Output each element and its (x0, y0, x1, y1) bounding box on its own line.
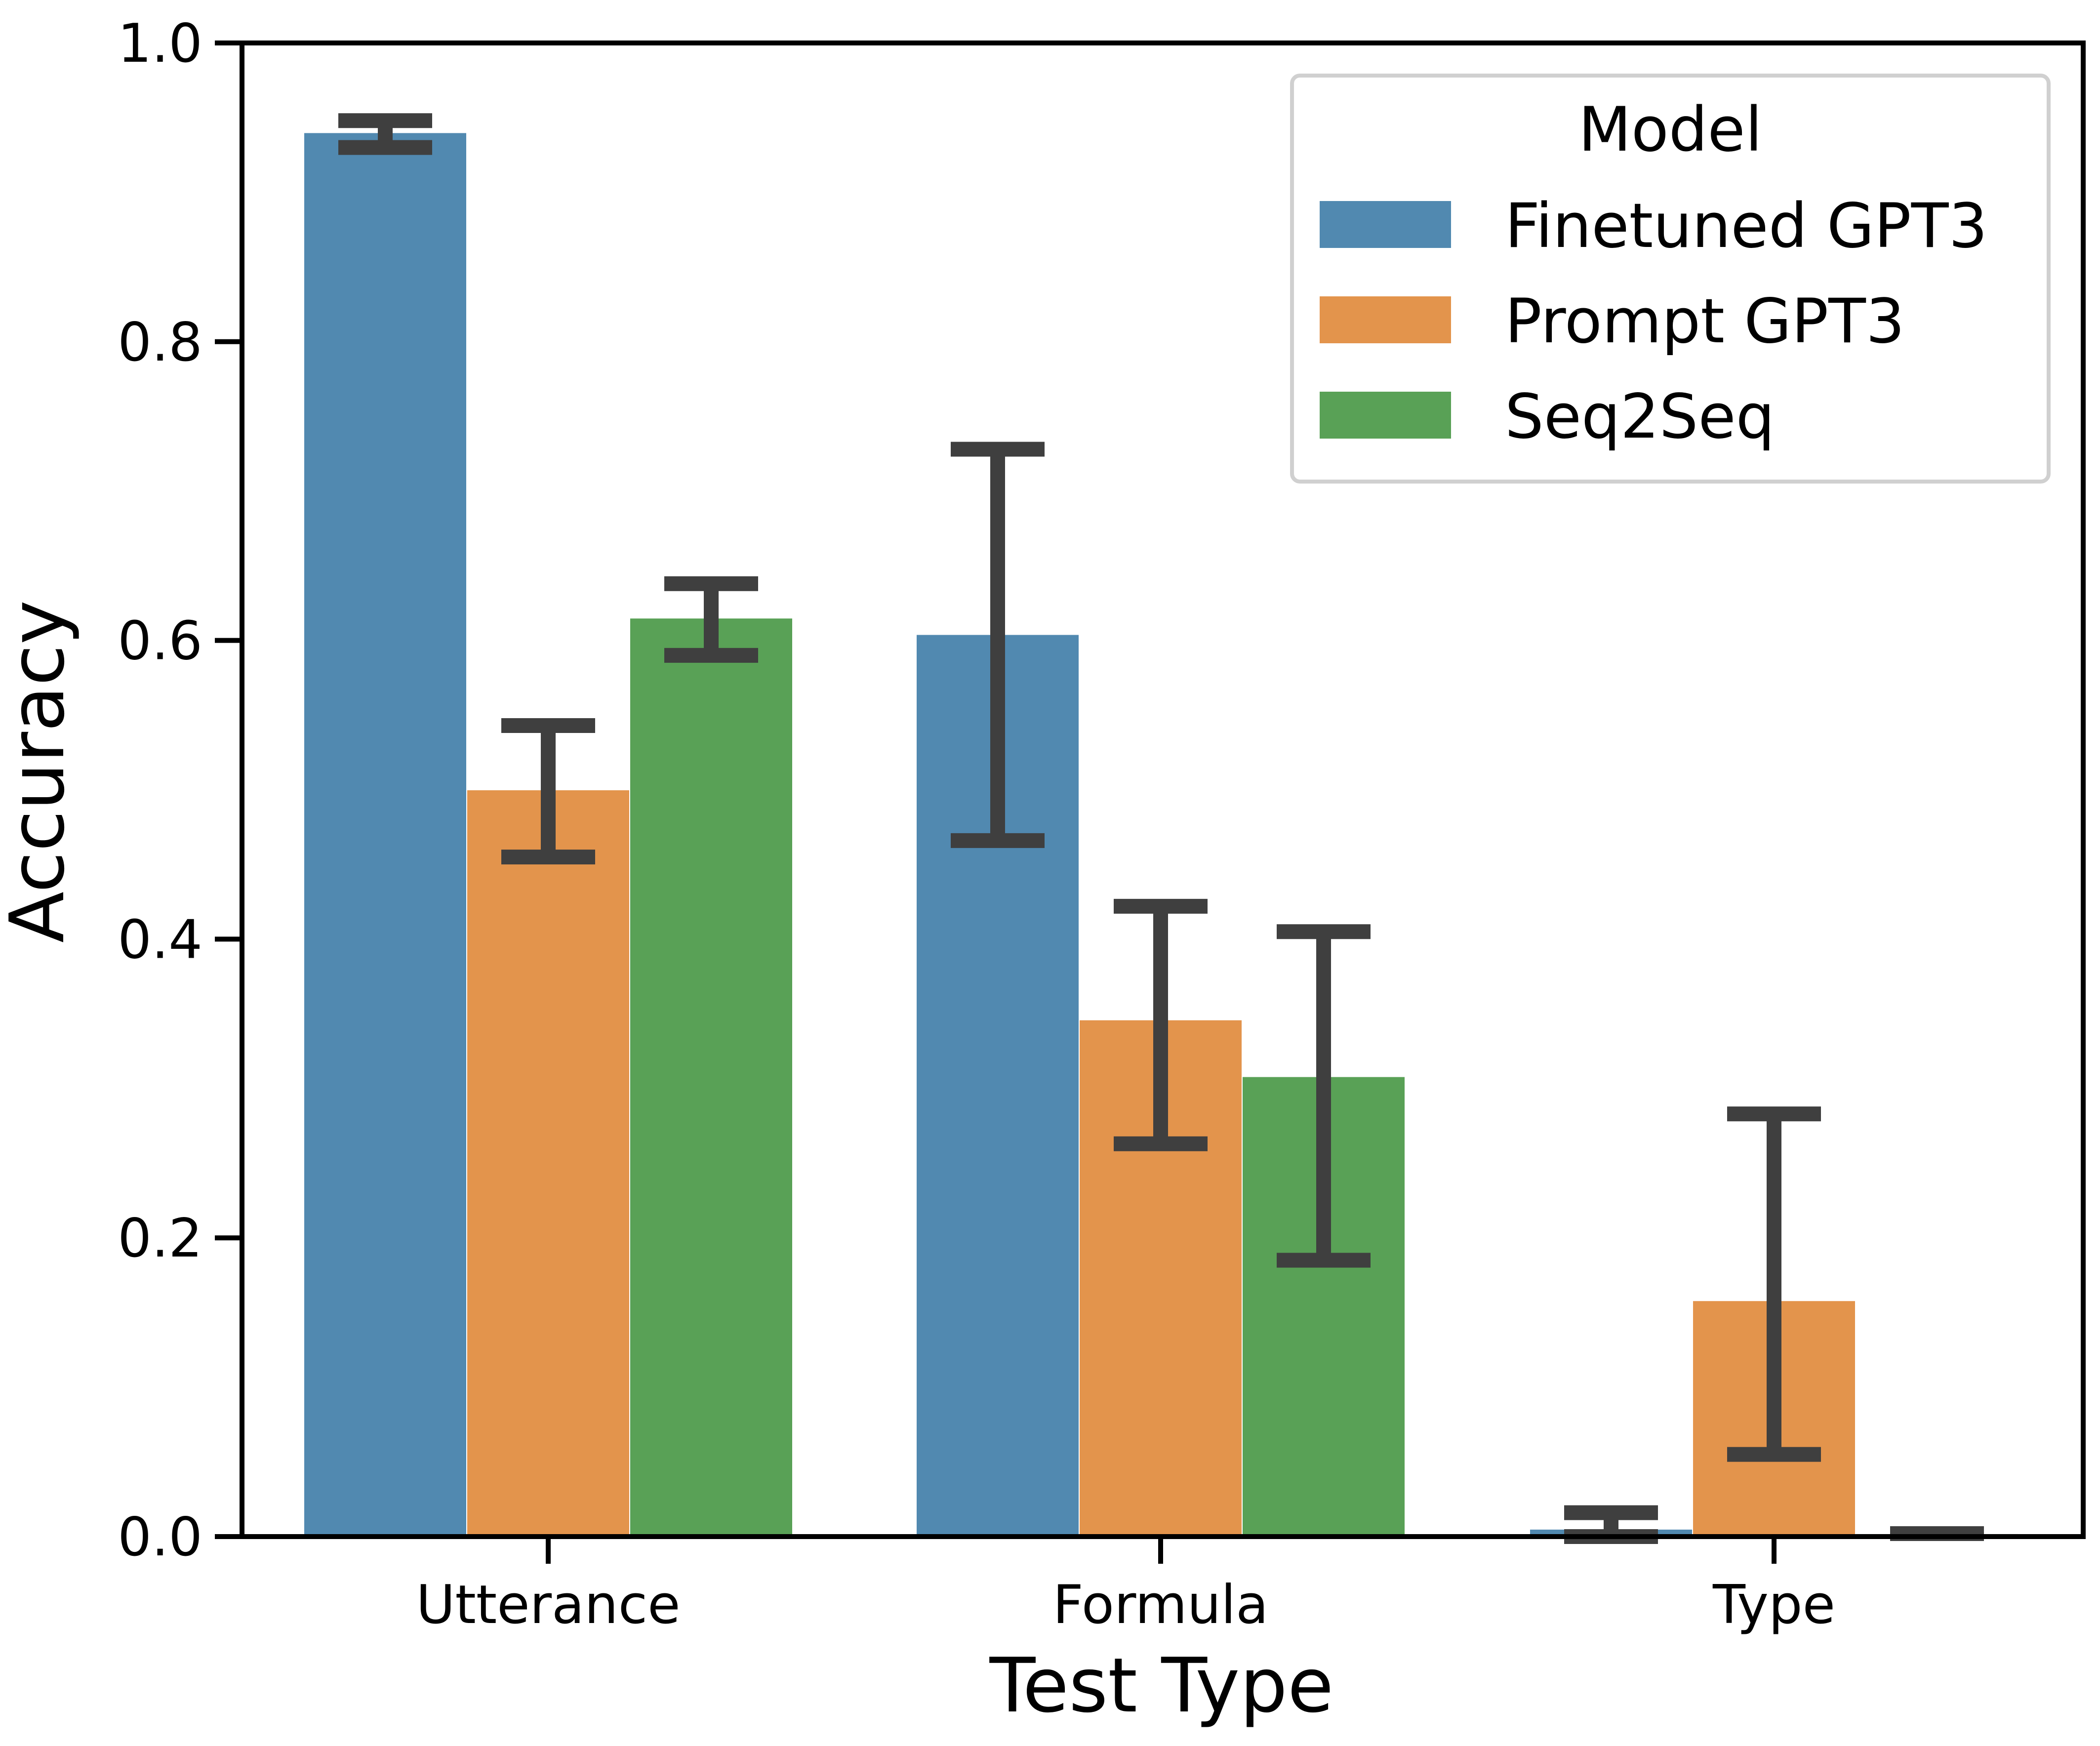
x-tick-label: Type (1712, 1574, 1835, 1636)
y-tick-label: 0.6 (118, 610, 202, 672)
legend-entries: Finetuned GPT3 Prompt GPT3 Seq2Seq (1320, 191, 1987, 452)
legend-entry: Prompt GPT3 (1320, 286, 1905, 357)
legend-entry: Seq2Seq (1320, 381, 1775, 452)
legend-label: Seq2Seq (1505, 381, 1775, 452)
y-tick-label: 0.2 (118, 1208, 202, 1269)
x-tick-label: Formula (1053, 1574, 1269, 1636)
legend-label: Finetuned GPT3 (1505, 191, 1987, 262)
y-tick-label: 0.0 (118, 1506, 202, 1568)
y-tick-label: 1.0 (118, 13, 202, 75)
legend-swatch (1320, 392, 1451, 439)
error-bar-prompt-gpt3-utterance (501, 718, 595, 865)
error-bar-finetuned-gpt3-formula (951, 442, 1045, 848)
legend-title: Model (1578, 94, 1762, 165)
legend-swatch (1320, 201, 1451, 248)
error-bar-finetuned-gpt3-type (1564, 1505, 1658, 1544)
x-tick-label: Utterance (416, 1574, 680, 1636)
y-axis-title: Accuracy (0, 600, 81, 943)
error-bar-seq2seq-formula (1277, 924, 1371, 1268)
error-bar-finetuned-gpt3-utterance (338, 113, 432, 155)
errorbars-layer (338, 113, 1984, 1544)
bar-prompt-gpt3-utterance (466, 789, 630, 1537)
error-bar-seq2seq-utterance (664, 576, 758, 663)
error-bar-prompt-gpt3-type (1727, 1106, 1821, 1462)
legend-box (1290, 74, 2051, 484)
bar-finetuned-gpt3-utterance (303, 132, 467, 1538)
legend-entry: Finetuned GPT3 (1320, 191, 1987, 262)
legend-swatch (1320, 296, 1451, 343)
error-bar-prompt-gpt3-formula (1114, 898, 1208, 1151)
x-axis-title: Test Type (989, 1642, 1334, 1729)
y-tick-label: 0.4 (118, 909, 202, 971)
legend: Model Finetuned GPT3 Prompt GPT3 Seq2Seq (1290, 74, 2051, 484)
bar-seq2seq-utterance (629, 617, 793, 1537)
axes-layer: 0.0 0.2 0.4 0.6 0.8 1.0 Utterance Formula Type (118, 13, 2086, 1636)
y-tick-label: 0.8 (118, 312, 202, 373)
legend-label: Prompt GPT3 (1505, 286, 1905, 357)
